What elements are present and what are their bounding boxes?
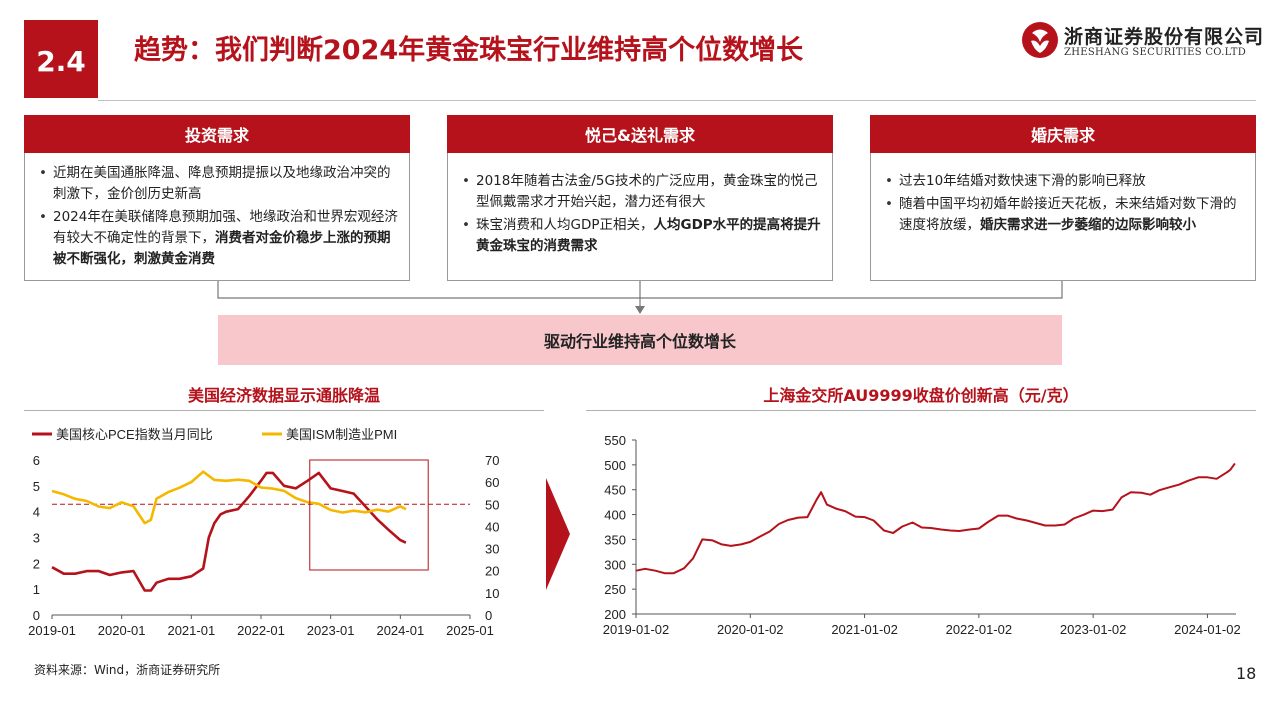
legend-label-pce: 美国核心PCE指数当月同比 [56,427,213,442]
y-right-tick-label: 30 [485,542,499,557]
panel-self-gift-demand: 悦己&送礼需求 2018年随着古法金/5G技术的广泛应用，黄金珠宝的悦己型佩戴需… [447,115,833,281]
y-left-tick-label: 2 [33,556,40,571]
y-right-tick-label: 0 [485,608,492,623]
y-right-tick-label: 60 [485,475,499,490]
y-left-tick-label: 6 [33,453,40,468]
y-right-tick-label: 70 [485,453,499,468]
page-number: 18 [1236,664,1257,683]
left-chart-title-rule [24,410,544,411]
left-chart-title: 美国经济数据显示通胀降温 [187,386,380,405]
logo-english-name: ZHESHANG SECURITIES CO.LTD [1064,47,1247,58]
panel-title: 投资需求 [24,115,410,153]
panel-investment-demand: 投资需求 近期在美国通胀降温、降息预期提振以及地缘政治冲突的刺激下，金价创历史新… [24,115,410,281]
panel-body: 过去10年结婚对数快速下滑的影响已释放 随着中国平均初婚年龄接近天花板，未来结婚… [870,153,1256,281]
y-tick-label: 450 [604,483,626,498]
bullet-item: 随着中国平均初婚年龄接近天花板，未来结婚对数下滑的速度将放缓，婚庆需求进一步萎缩… [885,194,1245,236]
transition-arrow-icon [546,478,570,590]
y-right-tick-label: 40 [485,519,499,534]
x-tick-label: 2020-01-02 [717,622,784,637]
title-divider [98,100,1256,101]
au9999-price-line [635,462,1236,575]
y-right-tick-label: 50 [485,497,499,512]
y-left-tick-label: 4 [33,505,40,520]
x-tick-label: 2022-01 [237,623,285,638]
panel-body: 2018年随着古法金/5G技术的广泛应用，黄金珠宝的悦己型佩戴需求才开始兴起，潜… [447,153,833,281]
bullet-item: 2018年随着古法金/5G技术的广泛应用，黄金珠宝的悦己型佩戴需求才开始兴起，潜… [462,171,822,213]
x-tick-label: 2021-01 [167,623,215,638]
x-tick-label: 2019-01 [28,623,76,638]
y-left-tick-label: 0 [33,608,40,623]
x-tick-label: 2022-01-02 [946,622,1013,637]
y-tick-label: 300 [604,557,626,572]
x-tick-label: 2023-01-02 [1060,622,1127,637]
y-tick-label: 250 [604,582,626,597]
x-tick-label: 2019-01-02 [603,622,670,637]
pmi-series-line [51,470,407,525]
y-left-tick-label: 1 [33,582,40,597]
y-left-tick-label: 3 [33,531,40,546]
x-tick-label: 2025-01 [446,623,494,638]
x-tick-label: 2021-01-02 [831,622,898,637]
panel-title: 婚庆需求 [870,115,1256,153]
y-tick-label: 550 [604,433,626,448]
legend-label-pmi: 美国ISM制造业PMI [286,427,397,442]
bullet-item: 过去10年结婚对数快速下滑的影响已释放 [885,171,1245,192]
highlight-box [309,459,429,571]
driver-banner: 驱动行业维持高个位数增长 [218,315,1062,365]
bullet-item: 珠宝消费和人均GDP正相关，人均GDP水平的提高将提升黄金珠宝的消费需求 [462,215,822,257]
source-footnote: 资料来源：Wind，浙商证券研究所 [34,663,221,677]
y-right-tick-label: 10 [485,586,499,601]
au9999-price-chart: 200 250 300 350 400 450 500 550 2019-01-02 2020-0… [603,433,1241,637]
y-tick-label: 400 [604,508,626,523]
x-tick-label: 2020-01 [98,623,146,638]
y-tick-label: 350 [604,532,626,547]
right-chart-title-rule [586,410,1256,411]
panel-body: 近期在美国通胀降温、降息预期提振以及地缘政治冲突的刺激下，金价创历史新高 202… [24,153,410,281]
company-logo: 浙商证券股份有限公司 ZHESHANG SECURITIES CO.LTD [1022,20,1263,64]
bullet-item: 近期在美国通胀降温、降息预期提振以及地缘政治冲突的刺激下，金价创历史新高 [39,163,399,205]
panel-title: 悦己&送礼需求 [447,115,833,153]
x-tick-label: 2024-01-02 [1174,622,1241,637]
logo-icon [1022,22,1058,58]
y-right-tick-label: 20 [485,564,499,579]
right-chart-title: 上海金交所AU9999收盘价创新高（元/克） [763,386,1079,405]
legend: 美国核心PCE指数当月同比 美国ISM制造业PMI [32,427,397,442]
y-left-tick-label: 5 [33,479,40,494]
y-tick-label: 500 [604,458,626,473]
page-title: 趋势：我们判断2024年黄金珠宝行业维持高个位数增长 [134,35,804,66]
pce-pmi-chart: 美国核心PCE指数当月同比 美国ISM制造业PMI 2019-01 2020-01… [28,427,499,638]
x-tick-label: 2023-01 [307,623,355,638]
bullet-item: 2024年在美联储降息预期加强、地缘政治和世界宏观经济有较大不确定性的背景下，消… [39,207,399,270]
panel-wedding-demand: 婚庆需求 过去10年结婚对数快速下滑的影响已释放 随着中国平均初婚年龄接近天花板… [870,115,1256,281]
y-tick-label: 200 [604,607,626,622]
section-number-badge: 2.4 [24,20,98,98]
x-tick-label: 2024-01 [376,623,424,638]
pce-series-line [51,471,407,592]
logo-chinese-name: 浙商证券股份有限公司 [1064,26,1265,48]
